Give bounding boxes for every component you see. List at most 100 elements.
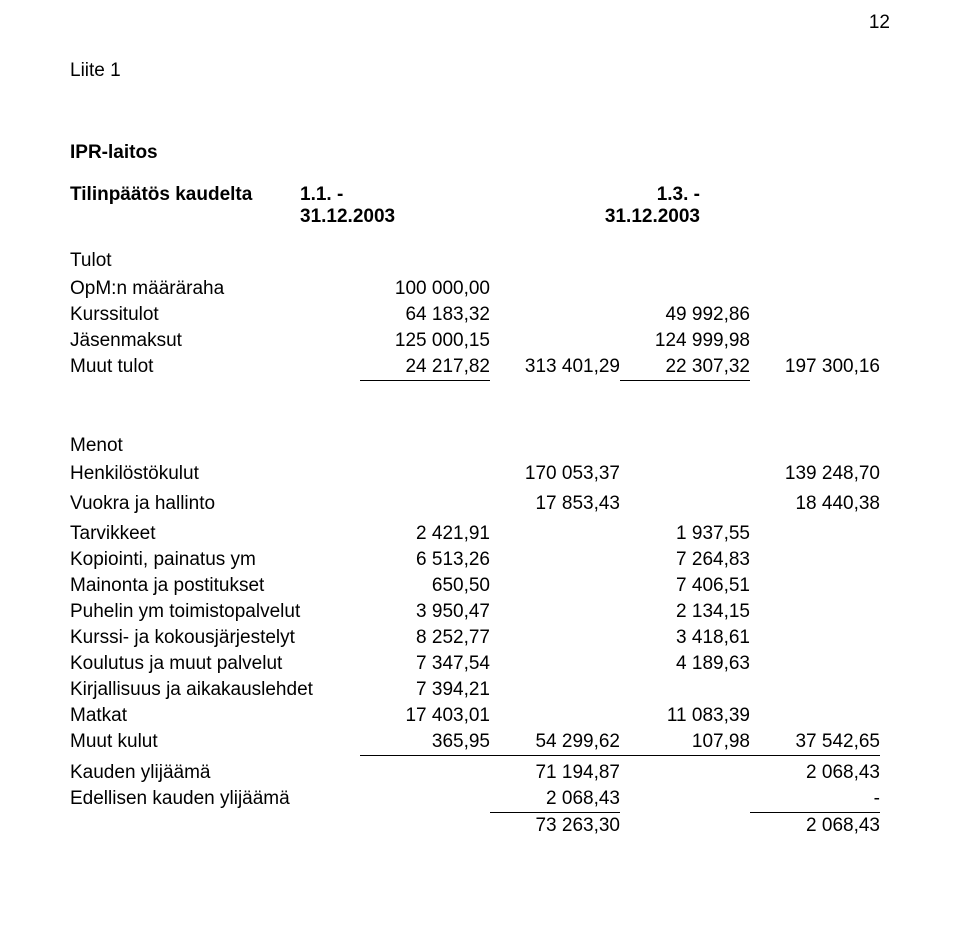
row-value-c: 7 264,83: [620, 547, 750, 573]
row-value-a: 64 183,32: [360, 302, 490, 328]
row-label: Edellisen kauden ylijäämä: [70, 786, 360, 813]
table-row: Puhelin ym toimistopalvelut3 950,47 2 134…: [70, 599, 880, 625]
row-value-d: [750, 599, 880, 625]
row-label: Mainonta ja postitukset: [70, 573, 360, 599]
row-label: Kauden ylijäämä: [70, 760, 360, 786]
row-value-d: [750, 302, 880, 328]
row-label: Henkilöstökulut: [70, 461, 360, 487]
row-label: Kurssitulot: [70, 302, 360, 328]
row-value-d: [750, 651, 880, 677]
row-value-b: [490, 302, 620, 328]
statement-title: Tilinpäätös kaudelta: [70, 184, 300, 228]
row-value-a: 650,50: [360, 573, 490, 599]
row-label: Kopiointi, painatus ym: [70, 547, 360, 573]
expenses-personnel-table: Henkilöstökulut 170 053,37 139 248,70: [70, 461, 880, 487]
row-label: Kurssi- ja kokousjärjestelyt: [70, 625, 360, 651]
table-row: Muut kulut365,9554 299,62107,9837 542,65: [70, 729, 880, 756]
row-value-b: [490, 547, 620, 573]
row-value-c: [620, 677, 750, 703]
row-label: Puhelin ym toimistopalvelut: [70, 599, 360, 625]
row-value-b: [490, 573, 620, 599]
row-value-d: [750, 573, 880, 599]
row-value-b: [490, 328, 620, 354]
row-value-b: [490, 521, 620, 547]
row-value-d: [750, 521, 880, 547]
row-label: Muut tulot: [70, 354, 360, 381]
table-row: Koulutus ja muut palvelut7 347,544 189,6…: [70, 651, 880, 677]
row-value-a: 6 513,26: [360, 547, 490, 573]
table-row: Edellisen kauden ylijäämä 2 068,43 -: [70, 786, 880, 813]
row-value-d: [750, 703, 880, 729]
row-value-c: 2 134,15: [620, 599, 750, 625]
row-value-c: 11 083,39: [620, 703, 750, 729]
row-value-b: [490, 651, 620, 677]
row-value-d: [750, 677, 880, 703]
row-value-d: 37 542,65: [750, 729, 880, 756]
row-value-a: 100 000,00: [360, 276, 490, 302]
row-value-c: [620, 276, 750, 302]
row-value-b: 170 053,37: [490, 461, 620, 487]
row-value-d: 2 068,43: [750, 760, 880, 786]
row-value-b: [490, 599, 620, 625]
row-value-d: 139 248,70: [750, 461, 880, 487]
table-row: Kopiointi, painatus ym6 513,26 7 264,83: [70, 547, 880, 573]
row-value-d: [750, 547, 880, 573]
table-row: Mainonta ja postitukset650,50 7 406,51: [70, 573, 880, 599]
row-value-d: [750, 276, 880, 302]
row-value-c: 124 999,98: [620, 328, 750, 354]
row-value-c: 7 406,51: [620, 573, 750, 599]
row-value-a: 365,95: [360, 729, 490, 756]
table-row: Jäsenmaksut125 000,15 124 999,98: [70, 328, 880, 354]
row-value-d: -: [750, 786, 880, 813]
row-label: [70, 813, 360, 840]
row-value-a: 7 347,54: [360, 651, 490, 677]
expenses-title: Menot: [70, 435, 890, 457]
row-value-d: 197 300,16: [750, 354, 880, 381]
row-label: Jäsenmaksut: [70, 328, 360, 354]
period-1: 1.1. - 31.12.2003: [300, 184, 430, 228]
table-row: 73 263,30 2 068,43: [70, 813, 880, 840]
income-title: Tulot: [70, 250, 890, 272]
row-value-a: 8 252,77: [360, 625, 490, 651]
organization-name: IPR-laitos: [70, 142, 890, 164]
table-row: Kurssi- ja kokousjärjestelyt8 252,77 3 41…: [70, 625, 880, 651]
table-row: Matkat17 403,0111 083,39: [70, 703, 880, 729]
table-row: Kirjallisuus ja aikakauslehdet7 394,21: [70, 677, 880, 703]
row-value-a: 24 217,82: [360, 354, 490, 381]
row-value-d: [750, 625, 880, 651]
row-value-d: 2 068,43: [750, 813, 880, 840]
row-value-b: [490, 677, 620, 703]
row-label: Kirjallisuus ja aikakauslehdet: [70, 677, 360, 703]
row-label: Tarvikkeet: [70, 521, 360, 547]
row-label: Muut kulut: [70, 729, 360, 756]
row-value-b: 54 299,62: [490, 729, 620, 756]
row-value-b: [490, 703, 620, 729]
row-label: Koulutus ja muut palvelut: [70, 651, 360, 677]
table-row: Tarvikkeet2 421,911 937,55: [70, 521, 880, 547]
row-value-b: [490, 625, 620, 651]
row-value-a: 17 403,01: [360, 703, 490, 729]
row-value-d: 18 440,38: [750, 491, 880, 517]
expenses-detail-table: Tarvikkeet2 421,911 937,55Kopiointi, pai…: [70, 521, 880, 756]
row-value-c: 22 307,32: [620, 354, 750, 381]
row-value-b: 73 263,30: [490, 813, 620, 840]
income-table: OpM:n määräraha100 000,00Kurssitulot64 1…: [70, 276, 880, 381]
row-label: Vuokra ja hallinto: [70, 491, 360, 517]
row-value-c: 107,98: [620, 729, 750, 756]
statement-heading: Tilinpäätös kaudelta 1.1. - 31.12.2003 1…: [70, 184, 890, 228]
row-value-c: 49 992,86: [620, 302, 750, 328]
row-value-b: 2 068,43: [490, 786, 620, 813]
row-value-b: [490, 276, 620, 302]
period-2: 1.3. - 31.12.2003: [560, 184, 700, 228]
row-value-a: 125 000,15: [360, 328, 490, 354]
table-row: OpM:n määräraha100 000,00: [70, 276, 880, 302]
page-number: 12: [869, 12, 890, 34]
row-value-a: 3 950,47: [360, 599, 490, 625]
row-label: OpM:n määräraha: [70, 276, 360, 302]
row-value-a: 7 394,21: [360, 677, 490, 703]
row-value-c: 1 937,55: [620, 521, 750, 547]
expenses-rent-table: Vuokra ja hallinto 17 853,43 18 440,38: [70, 491, 880, 517]
row-value-b: 71 194,87: [490, 760, 620, 786]
row-value-c: 3 418,61: [620, 625, 750, 651]
table-row: Muut tulot24 217,82313 401,2922 307,3219…: [70, 354, 880, 381]
